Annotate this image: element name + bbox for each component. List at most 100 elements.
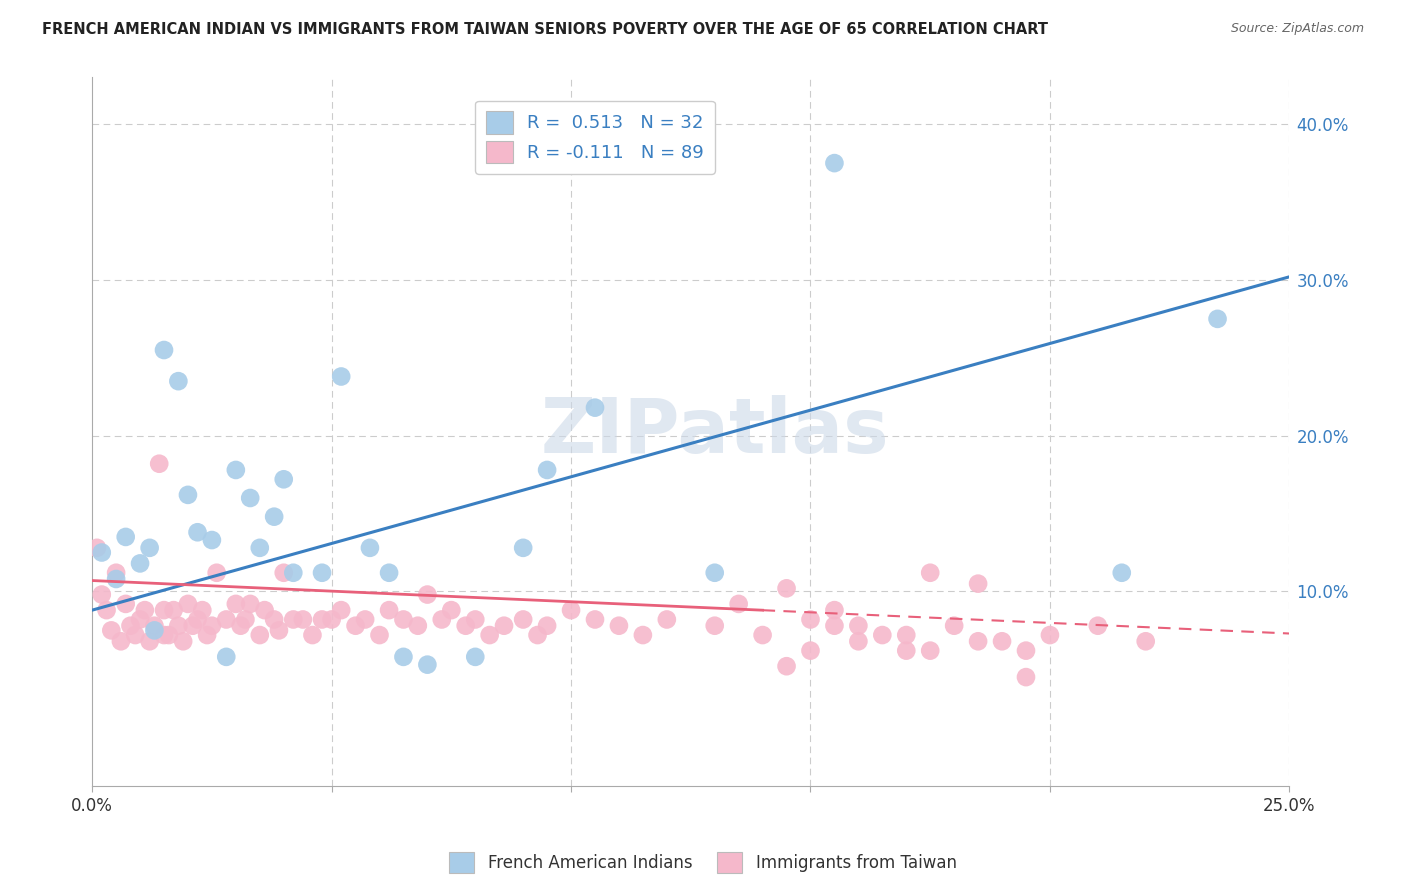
Point (1206, 311, 1229, 326)
Point (751, 628, 773, 642)
Point (114, 597, 136, 611)
Point (416, 588, 439, 602)
Point (267, 624, 290, 638)
Point (775, 659, 797, 673)
Point (920, 566, 942, 580)
Point (703, 618, 725, 632)
Point (967, 576, 990, 591)
Point (114, 530, 136, 544)
Point (148, 457, 170, 471)
Point (143, 618, 166, 632)
Point (191, 603, 214, 617)
Point (512, 612, 534, 626)
Point (392, 612, 415, 626)
Point (143, 624, 166, 638)
Point (823, 156, 845, 170)
Point (359, 541, 381, 555)
Point (105, 572, 128, 586)
Point (153, 628, 176, 642)
Point (229, 618, 252, 632)
Point (96, 603, 118, 617)
Point (201, 533, 224, 547)
Point (430, 612, 453, 626)
Point (440, 603, 463, 617)
Point (177, 597, 200, 611)
Point (124, 628, 146, 642)
Point (368, 628, 391, 642)
Point (1015, 670, 1038, 684)
Point (943, 618, 966, 632)
Point (134, 603, 156, 617)
Point (1135, 634, 1157, 648)
Point (205, 566, 228, 580)
Point (167, 374, 190, 388)
Point (478, 628, 501, 642)
Point (86, 541, 108, 555)
Text: FRENCH AMERICAN INDIAN VS IMMIGRANTS FROM TAIWAN SENIORS POVERTY OVER THE AGE OF: FRENCH AMERICAN INDIAN VS IMMIGRANTS FRO… (42, 22, 1049, 37)
Point (90, 545, 112, 559)
Point (512, 541, 534, 555)
Point (110, 634, 132, 648)
Point (162, 603, 184, 617)
Point (195, 628, 218, 642)
Point (1039, 628, 1062, 642)
Point (263, 509, 285, 524)
Point (536, 463, 558, 477)
Point (727, 597, 749, 611)
Point (186, 612, 208, 626)
Point (1111, 566, 1133, 580)
Point (536, 618, 558, 632)
Point (330, 369, 353, 384)
Point (560, 603, 582, 617)
Point (90, 588, 112, 602)
Point (291, 612, 314, 626)
Point (378, 566, 401, 580)
Point (129, 612, 152, 626)
Point (177, 488, 200, 502)
Point (464, 612, 486, 626)
Point (454, 618, 477, 632)
Point (823, 603, 845, 617)
Point (249, 541, 271, 555)
Point (283, 566, 305, 580)
Point (920, 643, 942, 657)
Point (172, 634, 194, 648)
Text: ZIPatlas: ZIPatlas (540, 395, 889, 469)
Point (301, 628, 323, 642)
Point (157, 628, 180, 642)
Point (607, 618, 630, 632)
Point (464, 649, 486, 664)
Point (967, 634, 990, 648)
Point (799, 643, 821, 657)
Point (330, 603, 353, 617)
Point (896, 643, 918, 657)
Point (215, 612, 238, 626)
Point (631, 628, 654, 642)
Point (138, 634, 160, 648)
Point (1015, 643, 1038, 657)
Point (392, 649, 415, 664)
Point (249, 628, 271, 642)
Point (583, 612, 606, 626)
Legend: French American Indians, Immigrants from Taiwan: French American Indians, Immigrants from… (443, 846, 963, 880)
Point (526, 628, 548, 642)
Point (153, 343, 176, 357)
Point (583, 401, 606, 415)
Point (775, 582, 797, 596)
Point (239, 491, 262, 505)
Point (703, 566, 725, 580)
Point (181, 618, 204, 632)
Point (215, 649, 238, 664)
Point (263, 612, 285, 626)
Point (823, 618, 845, 632)
Point (167, 618, 190, 632)
Point (799, 612, 821, 626)
Point (848, 634, 870, 648)
Point (153, 603, 176, 617)
Point (1087, 618, 1109, 632)
Point (273, 566, 295, 580)
Point (872, 628, 894, 642)
Point (655, 612, 678, 626)
Point (138, 541, 160, 555)
Legend: R =  0.513   N = 32, R = -0.111   N = 89: R = 0.513 N = 32, R = -0.111 N = 89 (475, 101, 716, 174)
